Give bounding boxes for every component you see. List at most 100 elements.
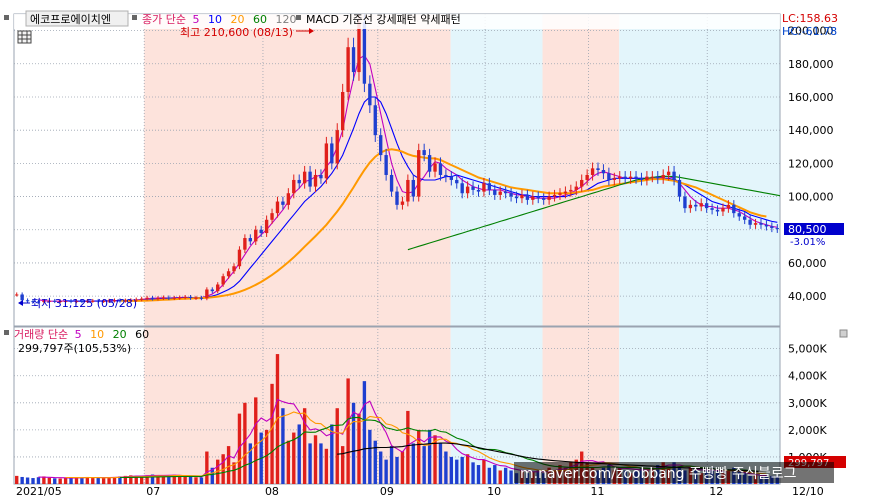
candlestick-series [15, 14, 779, 304]
low-price-annotation: 최저 31,125 (05/28) [31, 297, 137, 310]
x-tick-label: 12 [709, 485, 723, 498]
candle-body [656, 176, 660, 179]
candle-body [536, 196, 540, 199]
volume-bar [449, 456, 454, 484]
volume-bar [379, 451, 383, 484]
volume-bar [161, 475, 166, 484]
candle-body [281, 201, 285, 205]
volume-bar [297, 424, 301, 484]
candle-body [748, 219, 752, 225]
candle-body [514, 196, 519, 199]
volume-bar [139, 476, 144, 484]
volume-bar [58, 478, 62, 484]
candle-body [101, 300, 106, 302]
price-background-zones [14, 14, 780, 326]
price-tick-label: 100,000 [788, 191, 834, 204]
candle-body [340, 92, 345, 131]
candle-body [74, 301, 79, 303]
x-tick-label: 08 [265, 485, 279, 498]
candle-body [15, 294, 19, 296]
volume-bar [493, 465, 497, 484]
candle-body [737, 213, 741, 217]
candle-body [188, 296, 193, 298]
volume-bar [172, 474, 176, 484]
x-tick-label: 12/10 [792, 485, 824, 498]
candle-body [129, 300, 133, 302]
vol-ma-5-label: 5 [75, 328, 82, 341]
candle-body [91, 300, 95, 302]
volume-bar [406, 410, 410, 484]
candle-body [666, 171, 671, 175]
legend-marker-icon [132, 15, 137, 20]
candle-body [330, 143, 334, 164]
candle-body [270, 213, 274, 220]
grid-lines [14, 14, 780, 484]
volume-bar [313, 435, 318, 484]
candle-body [275, 201, 280, 214]
candle-body [183, 296, 187, 298]
volume-panel-toggle-icon[interactable] [839, 329, 848, 338]
vol-ma-60-label: 60 [135, 328, 149, 341]
candle-body [715, 209, 720, 212]
candle-body [123, 300, 128, 302]
candle-body [237, 249, 242, 267]
price-tick-label: 200,000 [788, 25, 834, 38]
candle-body [20, 294, 24, 301]
volume-bar [482, 459, 486, 484]
legend-marker-icon [4, 15, 9, 20]
volume-bar [389, 446, 394, 484]
candle-body [569, 189, 573, 192]
volume-bar [471, 462, 475, 484]
candle-body [53, 300, 57, 302]
volume-bar [80, 477, 84, 484]
candle-body [770, 226, 774, 229]
vol-ma-10-label: 10 [90, 328, 104, 341]
candle-body [753, 223, 758, 225]
volume-bar [427, 429, 432, 484]
candle-body [172, 297, 176, 299]
volume-bar [118, 476, 122, 484]
volume-bar [36, 477, 41, 484]
legend-marker-icon [4, 330, 9, 335]
candle-body [732, 204, 736, 214]
x-tick-label: 07 [146, 485, 160, 498]
candle-body [346, 47, 350, 92]
candle-body [63, 300, 68, 302]
candle-body [232, 266, 236, 272]
candle-body [313, 174, 318, 187]
candle-body [455, 179, 459, 184]
volume-bar [357, 413, 361, 484]
grid-settings-icon[interactable] [17, 30, 32, 44]
candle-body [107, 300, 111, 302]
candle-body [36, 301, 41, 303]
volume-bar [129, 475, 133, 484]
candle-body [438, 163, 443, 175]
candle-body [302, 171, 307, 184]
candle-body [286, 193, 291, 205]
volume-bar [509, 470, 513, 484]
volume-bar [346, 378, 350, 484]
volume-bar [194, 477, 198, 484]
ma-60-label: 60 [253, 13, 267, 26]
candle-body [150, 297, 155, 299]
candle-body [297, 179, 301, 184]
candle-body [460, 183, 464, 194]
candle-body [47, 300, 51, 302]
candle-body [335, 130, 339, 164]
stock-name-box[interactable] [25, 10, 129, 27]
volume-bar [286, 440, 291, 484]
candle-body [509, 193, 513, 197]
candle-body [503, 191, 508, 194]
volume-zone-4 [619, 327, 780, 484]
candle-body [292, 179, 296, 194]
ma-20-line [119, 148, 767, 302]
volume-bar [324, 448, 329, 484]
candle-body [558, 193, 562, 195]
volume-bar [232, 462, 236, 484]
candle-body [417, 150, 421, 197]
volume-bar [183, 476, 187, 484]
candle-body [139, 298, 144, 300]
volume-bar [47, 477, 51, 484]
volume-zone-0 [14, 327, 145, 484]
current-price: 80,500 [788, 223, 827, 236]
